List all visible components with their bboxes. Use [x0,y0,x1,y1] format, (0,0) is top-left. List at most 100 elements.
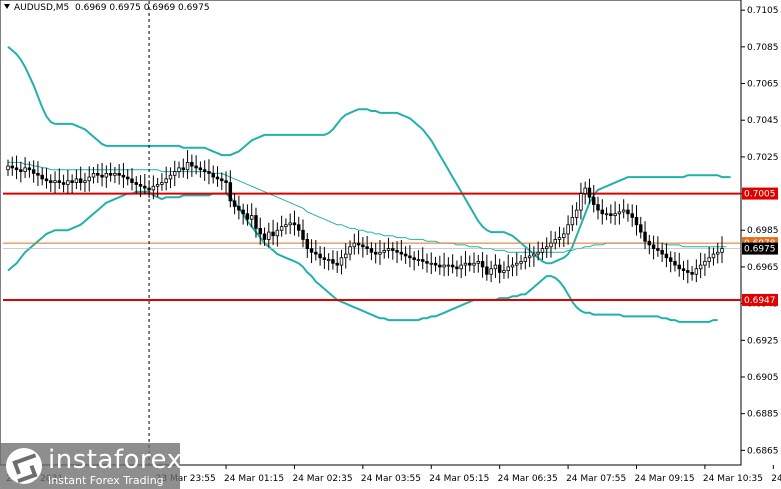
candle-body [472,262,476,266]
candle-body [318,253,322,259]
x-tick-label: 24 Mar 05:15 [429,474,489,484]
candle-body [125,176,130,180]
candle [720,236,724,264]
current-price-tag: 0.6975 [742,242,778,255]
candle [459,255,463,279]
candle [587,178,592,204]
candle [134,176,138,194]
candle-body [391,248,395,251]
candle-body [707,257,711,262]
candle [497,258,502,284]
candle [540,242,545,261]
candle [70,174,74,194]
candle [698,252,703,279]
candle-body [305,239,310,249]
candle-body [651,244,656,249]
candle-body [275,229,280,237]
candle-body [540,248,545,253]
candle-body [147,187,151,191]
candle [408,245,412,268]
candle-body [262,233,267,240]
candle [711,247,716,266]
candle-body [463,262,468,266]
candle-body [279,226,284,231]
candle [566,215,570,245]
candle-body [70,180,74,183]
candle [519,255,523,270]
candle-body [557,237,562,240]
candle [194,155,198,175]
candle [613,201,617,225]
candle-body [10,165,15,169]
candle-body [168,174,173,180]
candle [472,252,476,273]
candle-body [151,185,156,191]
candle [690,266,694,281]
candle-body [476,261,481,264]
candle [49,174,53,192]
candle [275,222,280,247]
candle-body [211,172,215,178]
candle-body [664,253,669,259]
level-tag-resistance-box [742,187,778,200]
candle-body [245,213,250,220]
candle-body [202,169,207,172]
candle [318,246,322,266]
candle [61,174,66,193]
candle-body [621,209,626,213]
candle-body [258,228,262,235]
candle [40,167,44,186]
candle [549,230,553,258]
candle-body [173,171,177,176]
y-tick-label: 0.6905 [747,373,779,383]
candle-body [703,261,707,266]
candle-body [604,213,609,216]
candle [450,254,455,274]
candle [19,161,23,183]
candle-body [288,222,292,226]
candle-body [292,222,297,226]
candle-body [19,169,23,172]
level-tag-resistance: 0.7005 [742,187,778,200]
candle-body [78,178,83,183]
candle-body [83,180,87,183]
candle-body [155,183,160,187]
candle-body [198,167,203,171]
candle [673,252,677,272]
candle-body [698,264,703,270]
candle [660,242,664,262]
candle-body [592,196,596,205]
candle [438,255,442,275]
candle [609,204,613,224]
candle [87,166,91,192]
level-tag-support-label: 0.6947 [744,296,776,306]
candle-body [177,167,181,172]
candle [147,180,151,198]
candle-body [515,262,519,266]
candle-body [108,172,113,176]
current-price-tag-label: 0.6975 [744,245,776,255]
candle-body [656,248,660,251]
candle-body [438,264,442,268]
dropdown-triangle-icon[interactable] [4,4,10,9]
candle [544,237,549,258]
price-axis: 0.68650.68850.69050.69250.69450.69650.69… [741,6,779,456]
candle-body [420,259,425,262]
x-tick-label: 23 Mar 23:55 [156,474,216,484]
candle [322,246,327,269]
candle [331,250,335,270]
candle-body [232,200,237,207]
candle [425,253,429,273]
candle-body [352,242,357,248]
candle-body [715,251,720,255]
y-tick-label: 0.7105 [747,6,779,16]
candle [386,237,391,259]
candle [297,216,301,237]
candle [536,241,540,261]
candle-body [164,178,168,183]
candle-body [681,268,686,271]
candle [271,219,275,246]
candle-body [87,176,91,182]
candle [36,161,40,187]
